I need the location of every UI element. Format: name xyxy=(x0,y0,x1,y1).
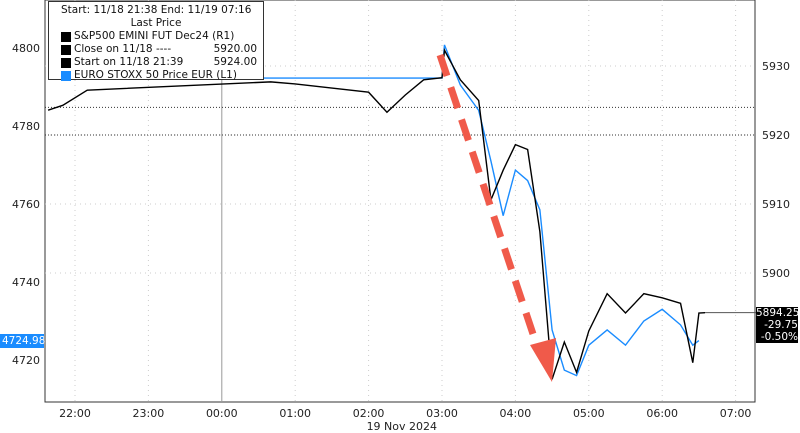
legend-range: Start: 11/18 21:38 End: 11/19 07:16 xyxy=(61,4,252,16)
net-change: -29.75 xyxy=(764,319,798,331)
x-tick-label: 01:00 xyxy=(279,407,311,420)
legend-heading: Last Price xyxy=(130,17,182,29)
series-line xyxy=(87,44,700,377)
y-right-tick: 5930 xyxy=(762,60,790,73)
x-tick-label: 07:00 xyxy=(720,407,752,420)
legend-swatch xyxy=(61,31,71,42)
legend-swatch xyxy=(61,70,71,81)
x-tick-label: 02:00 xyxy=(353,407,385,420)
y-left-tick: 4800 xyxy=(12,42,40,55)
legend-item: EURO STOXX 50 Price EUR (L1) xyxy=(49,69,263,82)
legend-item: Start on 11/18 21:39 5924.00 xyxy=(49,56,263,69)
y-right-tick: 5910 xyxy=(762,198,790,211)
legend-swatch xyxy=(61,57,71,68)
legend-label: S&P500 EMINI FUT Dec24 (R1) xyxy=(74,30,235,42)
right-last-tag: 5894.25 -29.75 -0.50% xyxy=(756,307,800,343)
legend-label: Close on 11/18 ---- xyxy=(74,43,172,55)
x-axis-label: 19 Nov 2024 xyxy=(367,420,437,433)
x-tick-label: 22:00 xyxy=(59,407,91,420)
legend: Start: 11/18 21:38 End: 11/19 07:16 Last… xyxy=(48,1,264,82)
legend-item: S&P500 EMINI FUT Dec24 (R1) xyxy=(49,30,263,43)
annotation-arrow-head xyxy=(530,338,556,382)
x-tick-label: 00:00 xyxy=(206,407,238,420)
series-line xyxy=(47,47,706,380)
legend-value: 5920.00 xyxy=(213,43,257,55)
legend-label: EURO STOXX 50 Price EUR (L1) xyxy=(74,69,237,81)
x-tick-label: 05:00 xyxy=(573,407,605,420)
legend-item: Close on 11/18 ---- 5920.00 xyxy=(49,43,263,56)
y-left-tick: 4760 xyxy=(12,198,40,211)
legend-swatch xyxy=(61,44,71,55)
annotation-arrow-shaft xyxy=(436,53,544,357)
x-tick-label: 03:00 xyxy=(426,407,458,420)
pct-change: -0.50% xyxy=(760,331,798,343)
y-right-tick: 5920 xyxy=(762,129,790,142)
legend-value: 5924.00 xyxy=(213,56,257,68)
legend-label: Start on 11/18 21:39 xyxy=(74,56,184,68)
y-left-tick: 4780 xyxy=(12,120,40,133)
x-tick-label: 04:00 xyxy=(500,407,532,420)
y-left-tick: 4720 xyxy=(12,354,40,367)
left-last-tag: 4724.98 xyxy=(0,334,46,348)
y-left-tick: 4740 xyxy=(12,276,40,289)
last-price: 5894.25 xyxy=(756,307,800,319)
x-tick-label: 23:00 xyxy=(133,407,165,420)
x-tick-label: 06:00 xyxy=(646,407,678,420)
y-right-tick: 5900 xyxy=(762,267,790,280)
